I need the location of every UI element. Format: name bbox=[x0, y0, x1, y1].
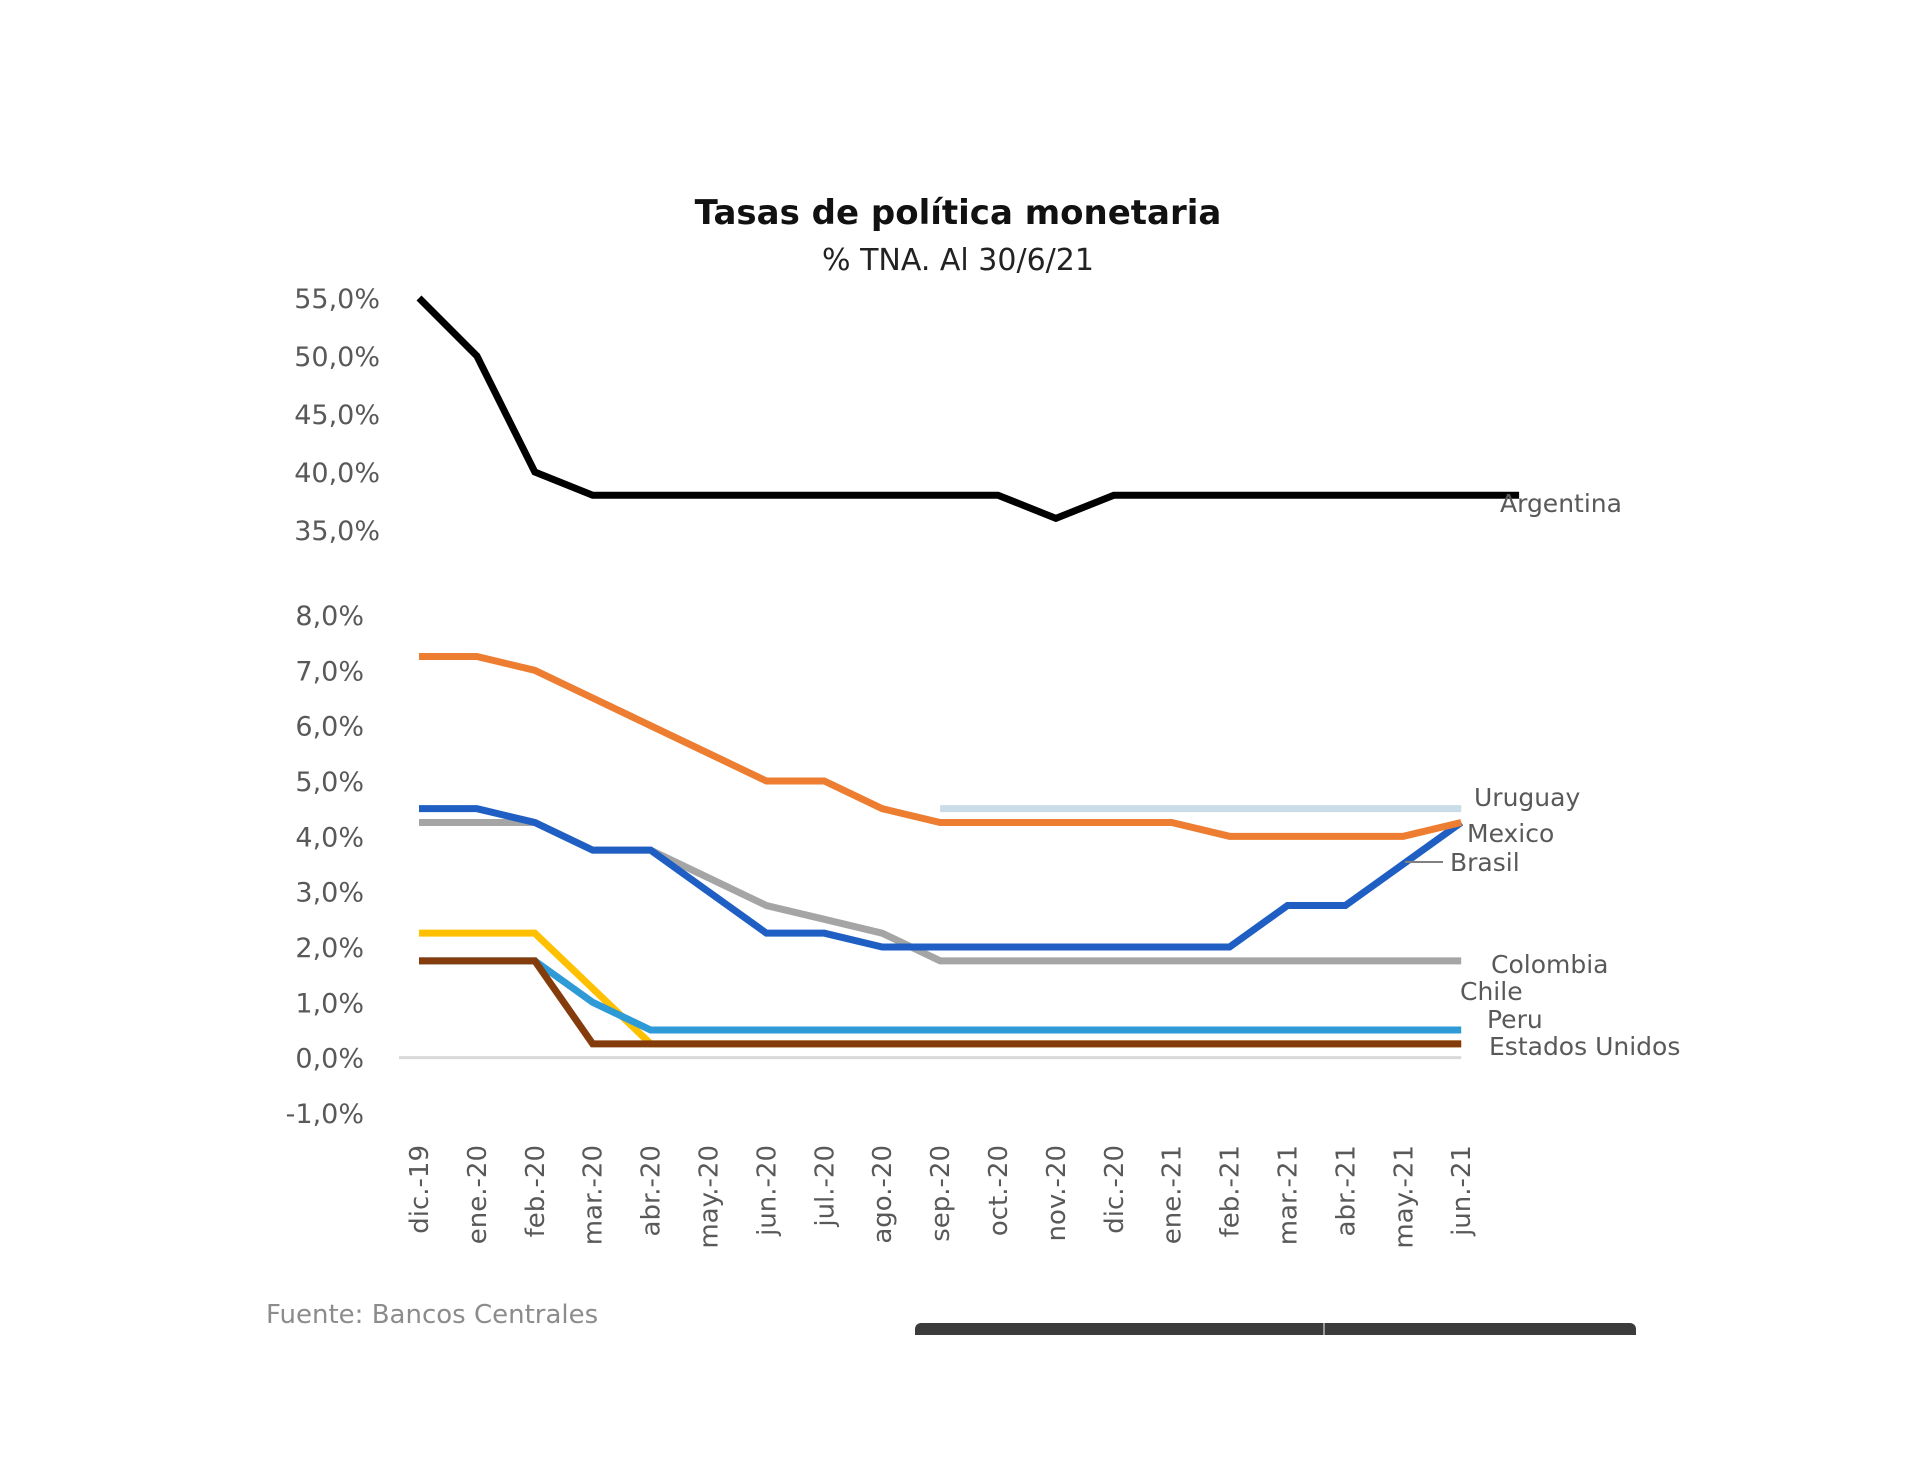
series-label-mexico: Mexico bbox=[1467, 819, 1554, 848]
x-tick-label: may.-21 bbox=[1389, 1145, 1419, 1249]
x-tick-label: ago.-20 bbox=[868, 1145, 898, 1244]
x-tick-label: mar.-20 bbox=[579, 1145, 609, 1245]
x-tick-label: jul.-20 bbox=[810, 1145, 840, 1228]
upper-y-axis: 55,0% 50,0% 45,0% 40,0% 35,0% bbox=[294, 284, 380, 547]
source-note: Fuente: Bancos Centrales bbox=[266, 1300, 599, 1330]
series-line-brasil bbox=[419, 805, 1464, 951]
y-tick-label: 35,0% bbox=[294, 516, 380, 547]
x-tick-label: dic.-20 bbox=[1100, 1145, 1130, 1234]
y-tick-label: 2,0% bbox=[295, 933, 364, 964]
series-label-estados-unidos: Estados Unidos bbox=[1489, 1032, 1680, 1061]
series-lines bbox=[416, 295, 1520, 1048]
lower-y-axis: 8,0% 7,0% 6,0% 5,0% 4,0% 3,0% 2,0% 1,0% 0,0% -1,0… bbox=[286, 601, 364, 1130]
y-tick-label: 7,0% bbox=[295, 656, 364, 687]
x-tick-label: sep.-20 bbox=[926, 1145, 956, 1242]
series-label-peru: Peru bbox=[1487, 1005, 1543, 1034]
y-tick-label: 8,0% bbox=[295, 601, 364, 632]
y-tick-label: 3,0% bbox=[295, 878, 364, 909]
x-axis: dic.-19 ene.-20 feb.-20 mar.-20 abr.-20 may.-… bbox=[405, 1145, 1477, 1249]
x-tick-label: feb.-21 bbox=[1216, 1145, 1246, 1237]
chart-title: Tasas de política monetaria bbox=[695, 193, 1222, 233]
y-tick-label: 5,0% bbox=[295, 767, 364, 798]
y-tick-label: 40,0% bbox=[294, 458, 380, 489]
x-tick-label: may.-20 bbox=[695, 1145, 725, 1249]
y-tick-label: 1,0% bbox=[295, 988, 364, 1019]
x-tick-label: abr.-20 bbox=[637, 1145, 667, 1236]
dark-bar-divider bbox=[1323, 1323, 1325, 1335]
series-label-brasil: Brasil bbox=[1450, 848, 1520, 877]
y-tick-label: 4,0% bbox=[295, 822, 364, 853]
series-label-argentina: Argentina bbox=[1500, 489, 1622, 518]
series-line-mexico bbox=[419, 653, 1463, 840]
dark-bar bbox=[915, 1323, 1636, 1335]
y-tick-label: 45,0% bbox=[294, 400, 380, 431]
x-tick-label: dic.-19 bbox=[405, 1145, 435, 1234]
x-tick-label: oct.-20 bbox=[984, 1145, 1014, 1236]
x-tick-label: jun.-21 bbox=[1447, 1145, 1477, 1237]
y-tick-label: 6,0% bbox=[295, 712, 364, 743]
x-tick-label: nov.-20 bbox=[1042, 1145, 1072, 1241]
x-tick-label: ene.-20 bbox=[463, 1145, 493, 1244]
series-line-estados-unidos bbox=[419, 957, 1462, 1048]
y-tick-label: 0,0% bbox=[295, 1044, 364, 1075]
series-line-argentina bbox=[416, 295, 1520, 523]
chart-subtitle: % TNA. Al 30/6/21 bbox=[822, 243, 1094, 278]
y-tick-label: 55,0% bbox=[294, 284, 380, 315]
y-tick-label: 50,0% bbox=[294, 342, 380, 373]
series-label-uruguay: Uruguay bbox=[1474, 783, 1580, 812]
y-tick-label: -1,0% bbox=[286, 1099, 364, 1130]
x-tick-label: jun.-20 bbox=[752, 1145, 782, 1237]
series-label-chile: Chile bbox=[1460, 977, 1523, 1006]
series-line-chile bbox=[419, 957, 1462, 1034]
x-tick-label: feb.-20 bbox=[521, 1145, 551, 1237]
x-tick-label: ene.-21 bbox=[1158, 1145, 1188, 1244]
x-tick-label: mar.-21 bbox=[1274, 1145, 1304, 1245]
x-tick-label: abr.-21 bbox=[1331, 1145, 1361, 1236]
series-label-colombia: Colombia bbox=[1491, 950, 1608, 979]
